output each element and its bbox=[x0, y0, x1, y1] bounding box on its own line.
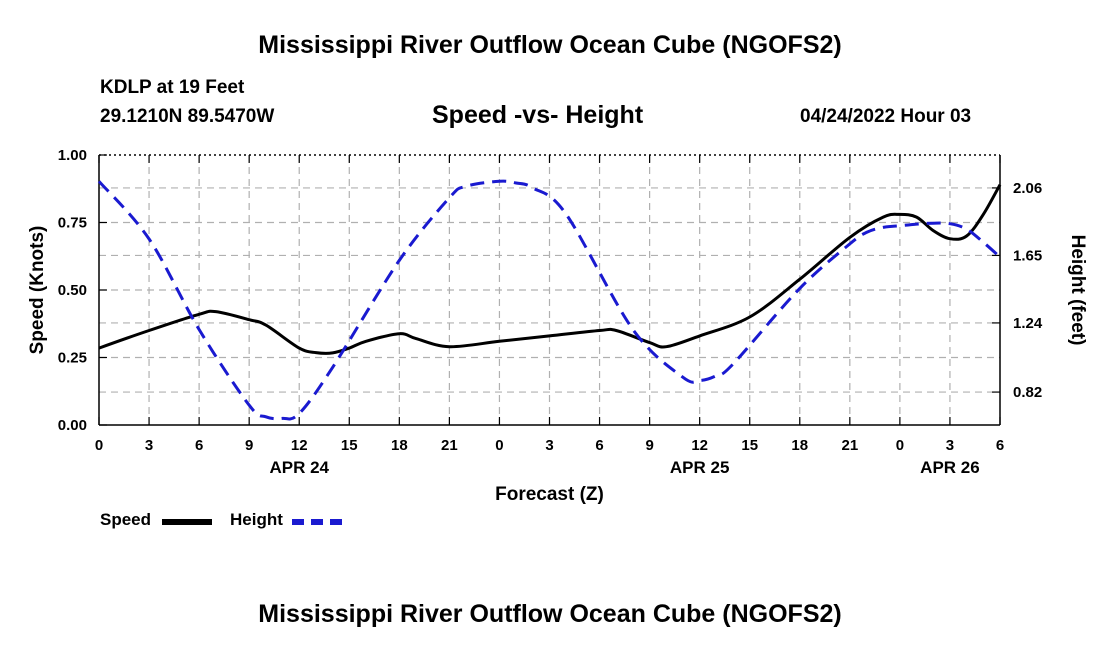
y2-tick-label: 2.06 bbox=[1013, 180, 1042, 197]
y-tick-label: 0.50 bbox=[58, 282, 87, 299]
legend-height-swatch bbox=[292, 519, 342, 525]
station-coords: 29.1210N 89.5470W bbox=[100, 106, 275, 127]
legend-speed-swatch bbox=[162, 519, 212, 525]
series-line-speed bbox=[98, 183, 1002, 355]
y2-tick-label: 1.65 bbox=[1013, 247, 1042, 264]
x-tick-label: 6 bbox=[595, 437, 603, 454]
x-tick-label: 21 bbox=[841, 437, 858, 454]
legend-height-label: Height bbox=[230, 510, 283, 529]
date-label: APR 26 bbox=[920, 458, 980, 477]
date-label: APR 25 bbox=[670, 458, 730, 477]
x-tick-label: 0 bbox=[495, 437, 503, 454]
x-axis-title: Forecast (Z) bbox=[495, 484, 604, 505]
x-tick-label: 21 bbox=[441, 437, 458, 454]
x-tick-label: 15 bbox=[341, 437, 358, 454]
page-title: Mississippi River Outflow Ocean Cube (NG… bbox=[258, 31, 842, 59]
y-tick-label: 1.00 bbox=[58, 147, 87, 164]
x-tick-label: 3 bbox=[946, 437, 954, 454]
date-label: APR 24 bbox=[269, 458, 329, 477]
x-tick-label: 9 bbox=[245, 437, 253, 454]
y2-tick-label: 1.24 bbox=[1013, 315, 1043, 332]
y-tick-label: 0.75 bbox=[58, 215, 87, 232]
station-name: KDLP at 19 Feet bbox=[100, 77, 245, 98]
legend-speed-label: Speed bbox=[100, 510, 152, 529]
x-tick-label: 0 bbox=[896, 437, 904, 454]
x-tick-label: 0 bbox=[95, 437, 103, 454]
forecast-timestamp: 04/24/2022 Hour 03 bbox=[800, 106, 972, 127]
y2-tick-label: 0.82 bbox=[1013, 384, 1042, 401]
chart-title: Speed -vs- Height bbox=[432, 101, 644, 129]
y-axis-title: Speed (Knots) bbox=[27, 226, 48, 355]
x-tick-label: 6 bbox=[996, 437, 1004, 454]
series-line-height bbox=[97, 179, 1001, 421]
x-tick-label: 12 bbox=[291, 437, 308, 454]
x-tick-label: 15 bbox=[741, 437, 758, 454]
x-tick-label: 12 bbox=[691, 437, 708, 454]
y-tick-label: 0.25 bbox=[58, 350, 87, 367]
x-tick-label: 18 bbox=[391, 437, 408, 454]
x-tick-label: 18 bbox=[791, 437, 808, 454]
x-tick-label: 6 bbox=[195, 437, 203, 454]
y2-axis-title: Height (feet) bbox=[1067, 235, 1088, 346]
x-tick-label: 3 bbox=[545, 437, 553, 454]
y-tick-label: 0.00 bbox=[58, 417, 87, 434]
x-tick-label: 9 bbox=[645, 437, 653, 454]
footer-title: Mississippi River Outflow Ocean Cube (NG… bbox=[258, 600, 842, 628]
x-tick-label: 3 bbox=[145, 437, 153, 454]
